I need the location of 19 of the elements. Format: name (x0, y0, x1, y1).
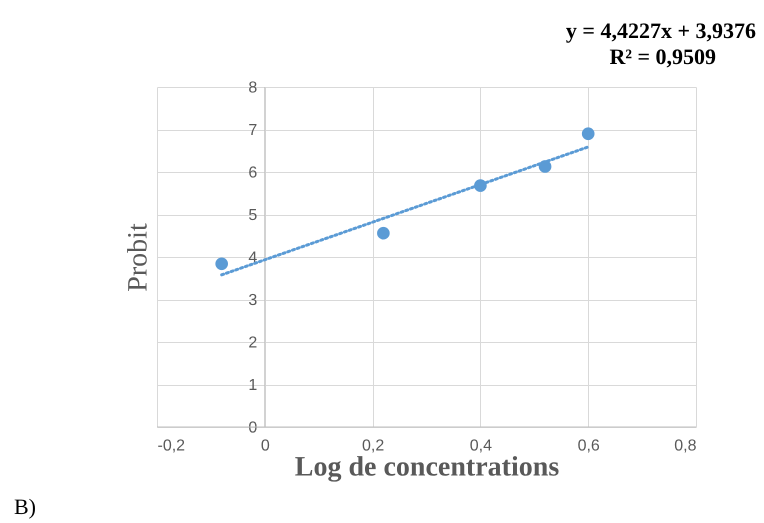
y-tick-label: 5 (248, 207, 258, 224)
y-tick-label: 1 (248, 377, 258, 394)
text: B) (14, 494, 36, 520)
text: R² = 0,9509 (609, 44, 716, 70)
y-axis-title: Probit (122, 223, 154, 292)
x-tick-label: 0,8 (674, 438, 697, 454)
y-tick-label: 4 (248, 250, 258, 266)
x-tick-label: 0,6 (578, 438, 600, 454)
y-tick-label: 2 (248, 334, 258, 352)
y-tick-label: 3 (248, 292, 258, 309)
y-tick-label: 6 (248, 164, 258, 182)
x-tick-label: 0,2 (362, 438, 384, 454)
x-axis-title: Log de concentrations (294, 452, 560, 482)
y-tick-label: 8 (248, 80, 258, 96)
text: y = 4,4227x + 3,9376 (566, 18, 756, 44)
y-tick-label: 7 (248, 122, 258, 139)
x-tick-label: 0 (260, 438, 270, 454)
x-tick-label: -0,2 (158, 438, 186, 454)
x-tick-label: 0,4 (470, 438, 492, 454)
